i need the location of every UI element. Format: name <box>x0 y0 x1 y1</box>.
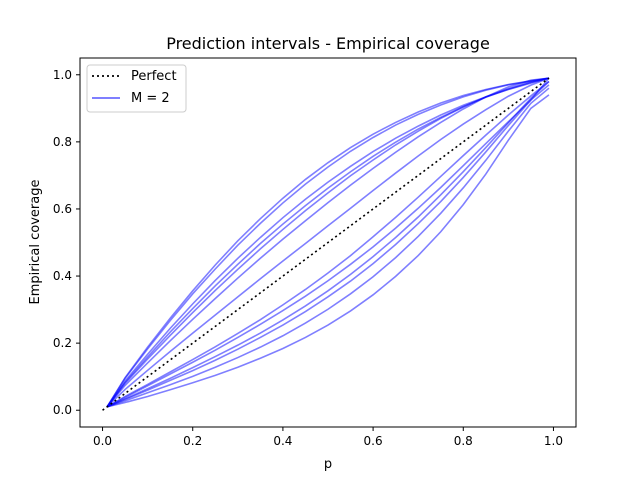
x-tick-label: 0.8 <box>454 434 473 448</box>
x-tick-label: 1.0 <box>544 434 563 448</box>
chart-title: Prediction intervals - Empirical coverag… <box>166 34 490 53</box>
y-tick-label: 0.6 <box>53 202 72 216</box>
y-tick-label: 0.2 <box>53 336 72 350</box>
legend-label-perfect: Perfect <box>131 69 177 84</box>
x-tick-label: 0.0 <box>93 434 112 448</box>
y-tick-label: 0.4 <box>53 269 72 283</box>
series-line-m2 <box>106 84 550 408</box>
y-tick-label: 0.0 <box>53 403 72 417</box>
plot-area <box>102 77 550 411</box>
series-line-m2 <box>106 77 550 408</box>
x-tick-label: 0.4 <box>273 434 292 448</box>
series-line-m2 <box>106 87 550 408</box>
series-line-m2 <box>106 80 550 408</box>
x-axis: 0.0 0.2 0.4 0.6 0.8 1.0 <box>93 427 563 448</box>
y-tick-label: 0.8 <box>53 135 72 149</box>
x-tick-label: 0.6 <box>364 434 383 448</box>
series-line-m2 <box>106 77 550 408</box>
series-line-m2 <box>106 77 550 408</box>
x-tick-label: 0.2 <box>183 434 202 448</box>
legend: Perfect M = 2 <box>86 64 187 113</box>
y-axis: 0.0 0.2 0.4 0.6 0.8 1.0 <box>53 68 80 417</box>
y-tick-label: 1.0 <box>53 68 72 82</box>
y-axis-label: Empirical coverage <box>28 180 43 305</box>
x-axis-label: p <box>324 457 332 472</box>
legend-label-m2: M = 2 <box>131 91 170 106</box>
series-line-m2 <box>106 77 550 408</box>
series-line-m2 <box>106 94 550 408</box>
legend-box <box>86 64 187 113</box>
series-line-m2 <box>106 80 550 408</box>
axes-frame <box>79 57 577 428</box>
series-line-m2 <box>106 77 550 408</box>
